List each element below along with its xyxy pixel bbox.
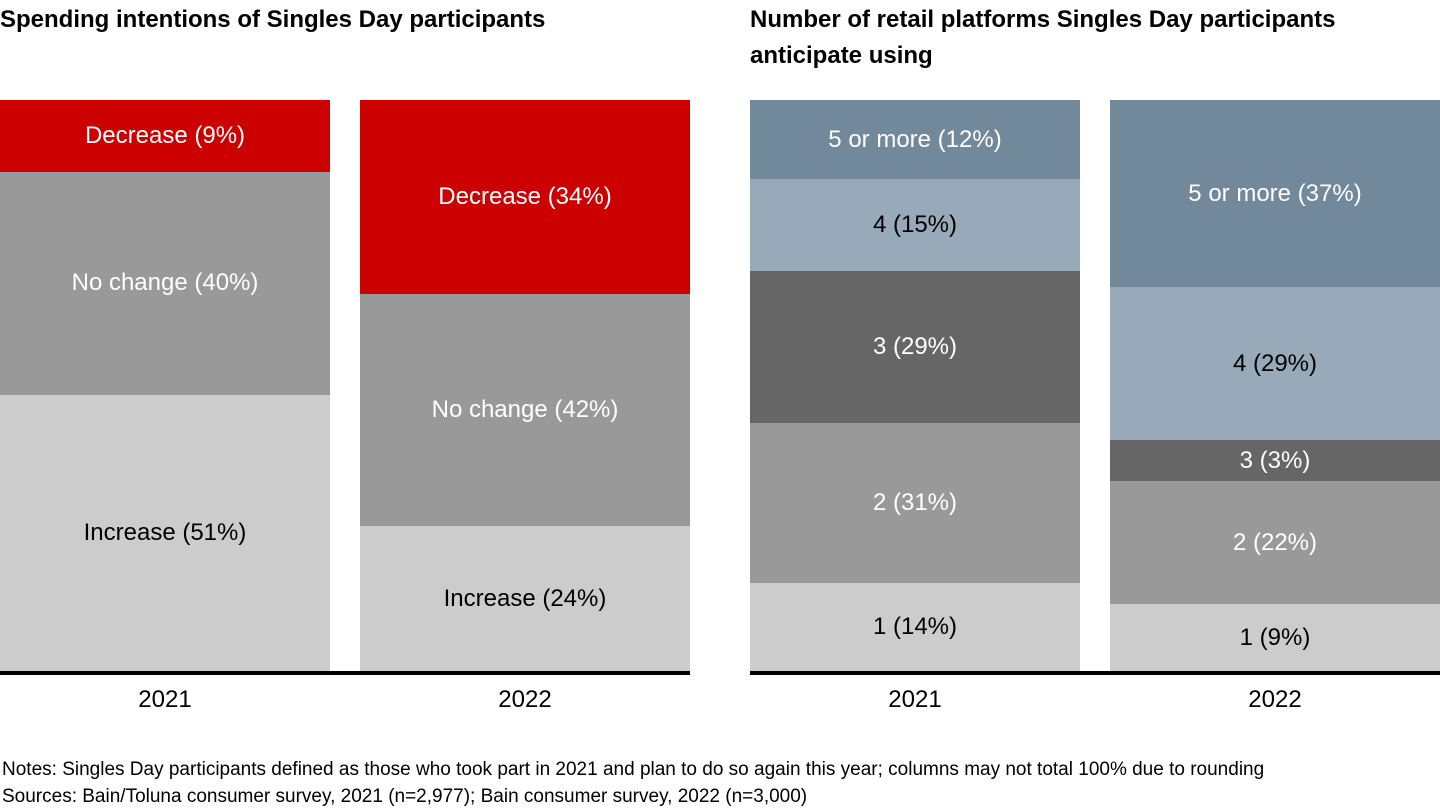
sources-line: Sources: Bain/Toluna consumer survey, 20… [2,786,808,807]
bar-segment-2: 2 (22%) [1110,481,1440,605]
bar-segment-1: 1 (9%) [1110,604,1440,671]
x-axis-labels: 2021 2022 [750,686,1440,714]
chart-title: Spending intentions of Singles Day parti… [0,6,546,33]
bar-segment-label: 5 or more (37%) [1188,179,1362,207]
bar-segment-decrease: Decrease (9%) [0,100,330,172]
retail-platforms-chart: Number of retail platforms Singles Day p… [750,0,1440,730]
footer: Notes: Singles Day participants defined … [2,756,1422,810]
plot-area: 5 or more (12%) 4 (15%) 3 (29%) 2 (31%) 1 (1… [750,100,1440,671]
bar-segment-3: 3 (3%) [1110,440,1440,482]
bar-segment-label: Decrease (34%) [438,182,612,210]
bar-segment-2: 2 (31%) [750,422,1080,584]
x-axis-labels: 2021 2022 [0,686,690,714]
x-axis-label: 2021 [888,686,942,713]
plot-area: Decrease (9%) No change (40%) Increase (51… [0,100,690,671]
bar-segment-3: 3 (29%) [750,271,1080,423]
bar-segment-5-or-more: 5 or more (37%) [1110,100,1440,288]
bar-segment-label: 4 (15%) [872,211,958,239]
x-axis-label: 2022 [1248,686,1302,713]
x-axis-line [750,671,1440,675]
bar-column-2021: Decrease (9%) No change (40%) Increase (51… [0,100,330,671]
spending-intentions-chart: Spending intentions of Singles Day parti… [0,0,690,730]
bar-segment-4: 4 (29%) [1110,287,1440,441]
bar-segment-label: 5 or more (12%) [828,125,1002,153]
bar-segment-label: Increase (51%) [83,518,247,546]
bar-segment-increase: Increase (51%) [0,394,330,671]
bar-column-2021: 5 or more (12%) 4 (15%) 3 (29%) 2 (31%) 1 (1… [750,100,1080,671]
bar-segment-decrease: Decrease (34%) [360,100,690,294]
chart-title: Number of retail platforms Singles Day p… [750,6,1336,69]
bar-segment-1: 1 (14%) [750,583,1080,671]
bar-segment-increase: Increase (24%) [360,526,690,671]
bar-segment-label: 4 (29%) [1232,349,1318,377]
bar-segment-label: No change (40%) [71,269,259,297]
bar-segment-label: 2 (31%) [872,489,958,517]
x-axis-label: 2021 [138,686,192,713]
bar-segment-label: 3 (29%) [872,333,958,361]
bar-segment-label: 1 (14%) [872,613,958,641]
bar-column-2022: Decrease (34%) No change (42%) Increase (2… [360,100,690,671]
bar-column-2022: 5 or more (37%) 4 (29%) 3 (3%) 2 (22%) 1 (9%… [1110,100,1440,671]
x-axis-line [0,671,690,675]
bar-segment-label: 2 (22%) [1232,528,1318,556]
bar-segment-5-or-more: 5 or more (12%) [750,100,1080,180]
bar-segment-no-change: No change (40%) [0,171,330,395]
bar-segment-label: 3 (3%) [1239,446,1311,474]
bar-segment-label: Increase (24%) [443,584,607,612]
x-axis-label: 2022 [498,686,552,713]
bar-segment-no-change: No change (42%) [360,293,690,527]
bar-segment-4: 4 (15%) [750,179,1080,272]
bar-segment-label: 1 (9%) [1239,623,1311,651]
notes-line: Notes: Singles Day participants defined … [2,759,1265,780]
bar-segment-label: Decrease (9%) [84,121,246,149]
bar-segment-label: No change (42%) [431,395,619,423]
